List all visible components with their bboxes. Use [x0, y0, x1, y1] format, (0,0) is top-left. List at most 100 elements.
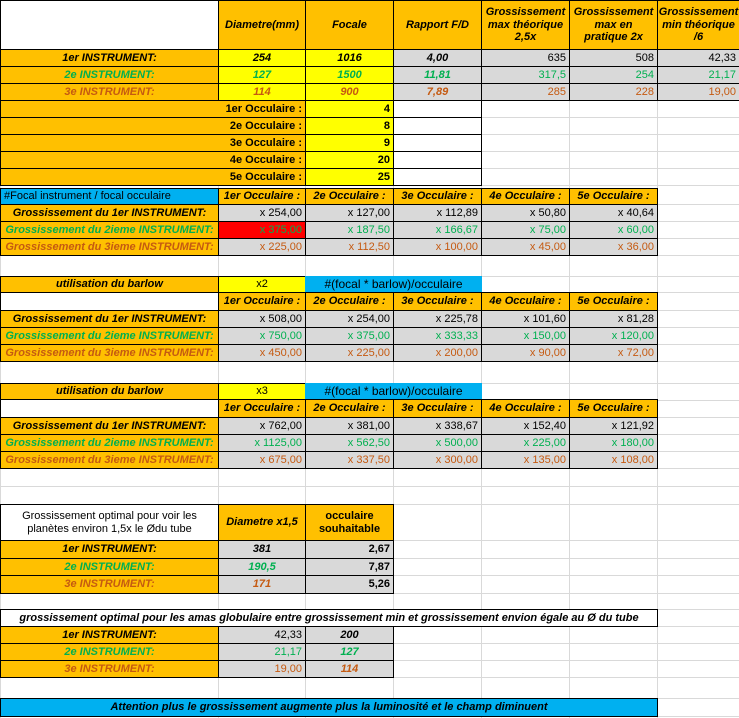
magnification-cell[interactable]: x 254,00	[218, 204, 306, 222]
ocular-column-header[interactable]: 4e Occulaire :	[481, 292, 570, 311]
planets-ocular-cell[interactable]: 7,87	[305, 558, 394, 576]
ocular-focal-input[interactable]: 9	[305, 134, 394, 152]
magnification-cell[interactable]: x 187,50	[305, 221, 394, 239]
magnification-cell[interactable]: x 450,00	[218, 344, 306, 362]
ocular-focal-input[interactable]: 20	[305, 151, 394, 169]
magnification-cell[interactable]: x 1125,00	[218, 434, 306, 452]
empty-cell[interactable]	[393, 134, 482, 152]
column-header[interactable]: Grossissement min théorique /6	[657, 0, 739, 50]
magnification-cell[interactable]: x 225,00	[481, 434, 570, 452]
empty-cell[interactable]	[393, 168, 482, 186]
magnification-row-label[interactable]: Grossissement du 1er INSTRUMENT:	[0, 417, 219, 435]
magnification-cell[interactable]: x 200,00	[393, 344, 482, 362]
planets-diameter-cell[interactable]: 190,5	[218, 558, 306, 576]
magnification-limit-cell[interactable]: 21,17	[657, 66, 739, 84]
instrument-label[interactable]: 1er INSTRUMENT:	[0, 626, 219, 644]
instrument-label[interactable]: 3e INSTRUMENT:	[0, 575, 219, 594]
ocular-column-header[interactable]: 2e Occulaire :	[305, 292, 394, 311]
ocular-label[interactable]: 3e Occulaire :	[0, 134, 306, 152]
magnification-row-label[interactable]: Grossissement du 2ieme INSTRUMENT:	[0, 221, 219, 239]
clusters-min-cell[interactable]: 19,00	[218, 660, 306, 678]
ocular-label[interactable]: 5e Occulaire :	[0, 168, 306, 186]
ocular-column-header[interactable]: 4e Occulaire :	[481, 399, 570, 418]
magnification-cell[interactable]: x 333,33	[393, 327, 482, 345]
planets-diameter-header[interactable]: Diametre x1,5	[218, 504, 306, 541]
empty-cell[interactable]	[393, 117, 482, 135]
magnification-cell[interactable]: x 121,92	[569, 417, 658, 435]
magnification-cell[interactable]: x 225,00	[218, 238, 306, 256]
magnification-cell[interactable]: x 225,78	[393, 310, 482, 328]
instrument-label[interactable]: 2e INSTRUMENT:	[0, 66, 219, 84]
clusters-diameter-cell[interactable]: 200	[305, 626, 394, 644]
planets-ocular-cell[interactable]: 5,26	[305, 575, 394, 594]
magnification-cell[interactable]: x 300,00	[393, 451, 482, 469]
magnification-cell-alert[interactable]: x 375,00	[218, 221, 306, 239]
magnification-cell[interactable]: x 100,00	[393, 238, 482, 256]
barlow-label[interactable]: utilisation du barlow	[0, 383, 219, 400]
barlow-factor-input[interactable]: x3	[218, 383, 306, 400]
magnification-cell[interactable]: x 375,00	[305, 327, 394, 345]
header-blank-cell[interactable]	[0, 0, 219, 50]
ocular-label[interactable]: 2e Occulaire :	[0, 117, 306, 135]
magnification-limit-cell[interactable]: 42,33	[657, 49, 739, 67]
clusters-diameter-cell[interactable]: 114	[305, 660, 394, 678]
ocular-column-header[interactable]: 3e Occulaire :	[393, 188, 482, 205]
magnification-cell[interactable]: x 338,67	[393, 417, 482, 435]
instrument-label[interactable]: 1er INSTRUMENT:	[0, 540, 219, 559]
magnification-cell[interactable]: x 508,00	[218, 310, 306, 328]
magnification-limit-cell[interactable]: 635	[481, 49, 570, 67]
magnification-cell[interactable]: x 562,50	[305, 434, 394, 452]
column-header[interactable]: Focale	[305, 0, 394, 50]
fd-ratio-cell[interactable]: 7,89	[393, 83, 482, 101]
magnification-cell[interactable]: x 135,00	[481, 451, 570, 469]
magnification-limit-cell[interactable]: 228	[569, 83, 658, 101]
magnification-cell[interactable]: x 127,00	[305, 204, 394, 222]
magnification-cell[interactable]: x 40,64	[569, 204, 658, 222]
magnification-cell[interactable]: x 90,00	[481, 344, 570, 362]
magnification-cell[interactable]: x 50,80	[481, 204, 570, 222]
column-header[interactable]: Grossissement max en pratique 2x	[569, 0, 658, 50]
column-header[interactable]: Diametre(mm)	[218, 0, 306, 50]
fd-ratio-cell[interactable]: 11,81	[393, 66, 482, 84]
ocular-column-header[interactable]: 5e Occulaire :	[569, 188, 658, 205]
magnification-cell[interactable]: x 101,60	[481, 310, 570, 328]
magnification-cell[interactable]: x 60,00	[569, 221, 658, 239]
ocular-label[interactable]: 1er Occulaire :	[0, 100, 306, 118]
magnification-cell[interactable]: x 112,50	[305, 238, 394, 256]
ocular-column-header[interactable]: 2e Occulaire :	[305, 399, 394, 418]
ocular-focal-input[interactable]: 4	[305, 100, 394, 118]
magnification-cell[interactable]: x 112,89	[393, 204, 482, 222]
magnification-cell[interactable]: x 108,00	[569, 451, 658, 469]
ocular-focal-input[interactable]: 25	[305, 168, 394, 186]
magnification-cell[interactable]: x 180,00	[569, 434, 658, 452]
ocular-column-header[interactable]: 1er Occulaire :	[218, 188, 306, 205]
diameter-input[interactable]: 254	[218, 49, 306, 67]
magnification-cell[interactable]: x 36,00	[569, 238, 658, 256]
magnification-limit-cell[interactable]: 285	[481, 83, 570, 101]
planets-diameter-cell[interactable]: 171	[218, 575, 306, 594]
magnification-row-label[interactable]: Grossissement du 1er INSTRUMENT:	[0, 310, 219, 328]
column-header[interactable]: Grossissement max théorique 2,5x	[481, 0, 570, 50]
ocular-column-header[interactable]: 3e Occulaire :	[393, 292, 482, 311]
magnification-cell[interactable]: x 762,00	[218, 417, 306, 435]
magnification-cell[interactable]: x 750,00	[218, 327, 306, 345]
ocular-column-header[interactable]: 1er Occulaire :	[218, 399, 306, 418]
clusters-diameter-cell[interactable]: 127	[305, 643, 394, 661]
magnification-row-label[interactable]: Grossissement du 3ieme INSTRUMENT:	[0, 344, 219, 362]
fd-ratio-cell[interactable]: 4,00	[393, 49, 482, 67]
empty-cell[interactable]	[393, 100, 482, 118]
instrument-label[interactable]: 3e INSTRUMENT:	[0, 660, 219, 678]
magnification-limit-cell[interactable]: 19,00	[657, 83, 739, 101]
magnification-row-label[interactable]: Grossissement du 3ieme INSTRUMENT:	[0, 451, 219, 469]
focal-input[interactable]: 1016	[305, 49, 394, 67]
magnification-row-label[interactable]: Grossissement du 2ieme INSTRUMENT:	[0, 434, 219, 452]
focal-input[interactable]: 900	[305, 83, 394, 101]
instrument-label[interactable]: 3e INSTRUMENT:	[0, 83, 219, 101]
column-header[interactable]: Rapport F/D	[393, 0, 482, 50]
instrument-label[interactable]: 1er INSTRUMENT:	[0, 49, 219, 67]
magnification-cell[interactable]: x 72,00	[569, 344, 658, 362]
diameter-input[interactable]: 127	[218, 66, 306, 84]
magnification-cell[interactable]: x 150,00	[481, 327, 570, 345]
clusters-min-cell[interactable]: 42,33	[218, 626, 306, 644]
magnification-cell[interactable]: x 152,40	[481, 417, 570, 435]
